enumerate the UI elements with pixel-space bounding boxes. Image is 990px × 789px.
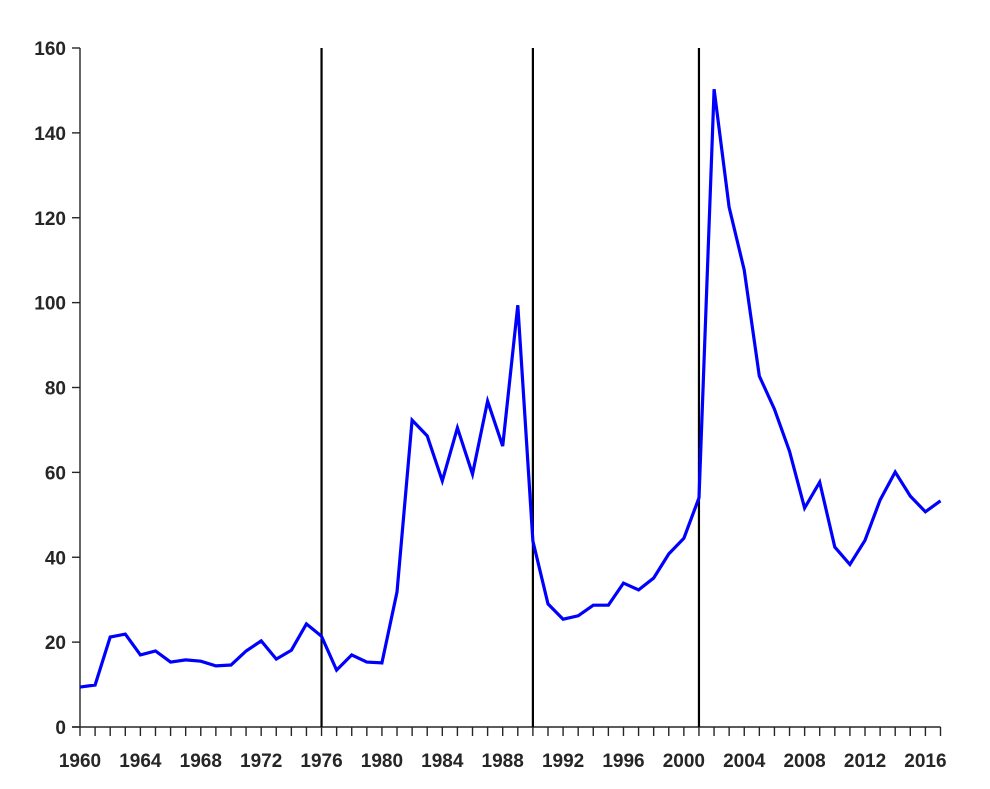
data-series (79, 88, 942, 689)
x-tick-label: 1996 (602, 751, 644, 772)
x-tick-label: 1980 (361, 751, 403, 772)
x-tick-label: 1992 (542, 751, 584, 772)
y-tick-label: 20 (45, 633, 66, 654)
x-tick-label: 1972 (240, 751, 282, 772)
x-tick-label: 2004 (723, 751, 766, 772)
y-tick-label: 60 (45, 463, 66, 484)
x-tick-label: 2000 (663, 751, 705, 772)
x-tick-label: 1960 (59, 751, 101, 772)
x-tick-label: 1988 (482, 751, 524, 772)
y-tick-label: 120 (34, 209, 66, 230)
x-tick-label: 1968 (180, 751, 222, 772)
x-tick-label: 2008 (783, 751, 825, 772)
y-tick-label: 160 (34, 39, 66, 60)
x-tick-label: 2012 (844, 751, 886, 772)
vertical-marker-lines (320, 48, 701, 727)
y-tick-label: 100 (34, 294, 66, 315)
y-tick-label: 0 (55, 718, 66, 739)
y-tick-label: 140 (34, 124, 66, 145)
x-tick-label: 1964 (119, 751, 162, 772)
x-tick-label: 1976 (300, 751, 342, 772)
x-axis: 1960 1964 1968 1972 1976 1980 1984 1988 1992 1996… (59, 726, 947, 772)
y-tick-label: 40 (45, 548, 66, 569)
y-tick-label: 80 (45, 379, 66, 400)
x-tick-label: 1984 (421, 751, 464, 772)
x-tick-label: 2016 (904, 751, 946, 772)
y-axis: 0 20 40 60 80 100 120 140 160 (34, 39, 81, 739)
series-line (79, 88, 942, 689)
